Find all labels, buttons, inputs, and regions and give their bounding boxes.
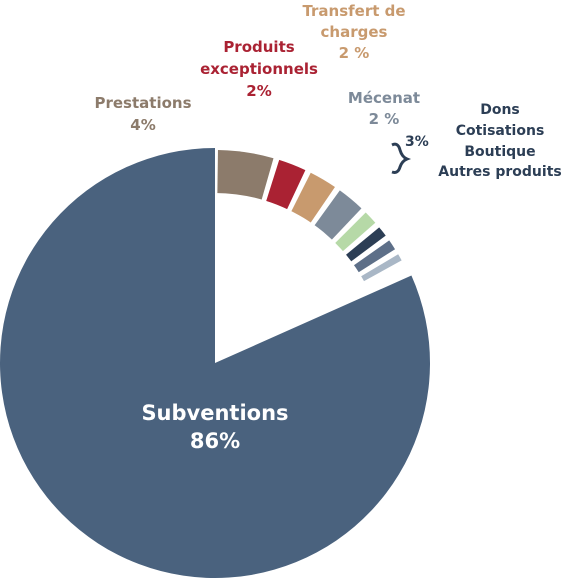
slice-label-transfert-line2: charges	[321, 23, 388, 41]
slice-label-autres: Autres produits	[438, 164, 561, 180]
group-brace	[391, 142, 412, 174]
slice-label-transfert-line1: Transfert de	[302, 2, 405, 20]
slice-pct-subventions: 86%	[190, 429, 240, 453]
slice-pct-prestations: 4%	[130, 116, 155, 134]
slice-label-boutique: Boutique	[464, 144, 535, 160]
group-pct-label: 3%	[405, 134, 429, 150]
pie-slices	[0, 148, 430, 578]
slice-label-prestations: Prestations	[94, 94, 191, 112]
slice-label-cotisations: Cotisations	[456, 123, 545, 139]
slice-pct-produits: 2%	[246, 82, 271, 100]
pie-slice-subventions	[0, 148, 430, 578]
slice-label-dons: Dons	[480, 102, 520, 118]
slice-label-subventions: Subventions	[141, 401, 288, 425]
slice-inner-mask	[212, 193, 368, 363]
slice-pct-transfert: 2 %	[339, 44, 370, 62]
slice-label-mecenat: Mécenat	[348, 89, 420, 107]
slice-pct-mecenat: 2 %	[369, 110, 400, 128]
slice-label-produits-line2: exceptionnels	[200, 60, 318, 78]
slice-label-produits-line1: Produits	[223, 38, 294, 56]
